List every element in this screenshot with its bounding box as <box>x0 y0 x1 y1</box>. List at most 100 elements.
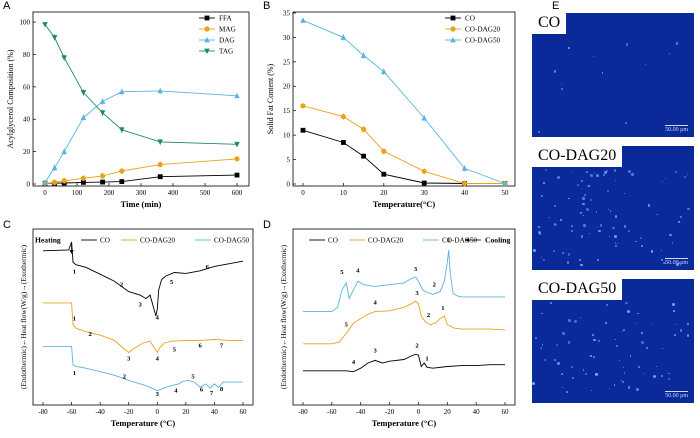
crystal-dot <box>614 215 618 218</box>
crystal-dot <box>568 197 570 200</box>
x-tick-label: -60 <box>327 408 337 416</box>
crystal-dot <box>677 261 680 264</box>
micrograph-co: CO 50.00 μm <box>532 13 694 137</box>
crystal-dot <box>582 197 585 200</box>
data-point-co-dag50 <box>502 180 508 186</box>
y-tick-label: 100 <box>20 18 31 26</box>
peak-label: 1 <box>73 370 76 377</box>
crystal-dot <box>662 348 664 350</box>
y-tick-label: 60 <box>23 83 31 91</box>
crystal-dot <box>687 207 690 210</box>
crystal-dot <box>588 185 590 187</box>
peak-label: 6 <box>200 387 204 394</box>
panel-c-chart: -80 -60 -40 -20 0 20 40 60 Temperature (°C) (Endo… <box>19 228 254 428</box>
legend-label-dag: DAG <box>219 37 235 45</box>
x-tick-label: 60 <box>502 408 510 416</box>
crystal-dot <box>562 332 565 336</box>
crystal-dot <box>678 220 681 224</box>
crystal-dot <box>623 193 625 195</box>
crystal-dot <box>660 249 662 251</box>
peak-label: 3 <box>415 290 419 297</box>
peak-label: 4 <box>156 314 160 321</box>
crystal-dot <box>679 329 683 332</box>
data-point-mag <box>61 178 67 184</box>
panel-a-chart: 0 100 200 300 400 500 600 0 20 40 60 80 100 Time (min… <box>6 11 250 209</box>
crystal-dot <box>616 242 619 245</box>
crystal-dot <box>582 369 585 371</box>
crystal-dot <box>624 301 628 305</box>
crystal-dot <box>583 224 586 227</box>
crystal-dot <box>675 324 677 326</box>
crystal-dot <box>571 225 574 228</box>
series-line-co <box>303 353 505 373</box>
crystal-dot <box>543 259 546 262</box>
legend-marker-tag <box>204 48 210 54</box>
crystal-dot <box>592 355 595 358</box>
crystal-dot <box>630 355 632 357</box>
crystal-dot <box>655 365 658 368</box>
x-axis-label: Time (min) <box>121 199 162 209</box>
scale-bar-label: 50.00 μm <box>665 393 688 399</box>
x-tick-label: 10 <box>340 189 348 197</box>
crystal-dot <box>603 171 607 174</box>
crystal-dot <box>687 323 690 326</box>
crystal-dot <box>609 235 611 238</box>
crystal-dot <box>566 391 569 394</box>
crystal-dot <box>599 224 603 227</box>
crystal-dot <box>605 304 608 307</box>
peak-label: 2 <box>88 331 92 338</box>
data-point-co-dag50 <box>381 68 387 75</box>
peak-label: 2 <box>120 281 124 288</box>
crystal-dot <box>541 344 544 346</box>
data-point-co-dag50 <box>421 115 427 121</box>
y-axis-label: (Endothermic)←Heat flow(W/g)→(Exothermic… <box>19 244 28 389</box>
crystal-dot <box>550 302 553 305</box>
legend-marker-mag <box>204 26 210 32</box>
crystal-dot <box>570 229 573 232</box>
data-point-dag <box>51 164 58 171</box>
crystal-dot <box>596 174 599 177</box>
peak-label: 2 <box>427 312 431 319</box>
crystal-dot <box>665 178 667 180</box>
crystal-dot <box>636 388 640 392</box>
peak-label: 4 <box>174 388 178 395</box>
crystal-dot <box>597 339 601 343</box>
crystal-dot <box>580 212 583 215</box>
y-tick-label: 20 <box>23 148 31 156</box>
x-tick-label: 100 <box>72 189 83 197</box>
crystal-dot <box>580 234 584 238</box>
crystal-dot <box>598 229 601 233</box>
crystal-dot <box>673 310 675 312</box>
peak-label: 2 <box>415 342 419 349</box>
y-tick-label: 25 <box>283 58 291 66</box>
data-point-mag <box>100 173 106 179</box>
crystal-dot <box>553 250 556 253</box>
data-point-mag <box>234 156 240 162</box>
y-tick-label: 10 <box>283 132 291 140</box>
data-point-dag <box>99 98 106 104</box>
legend-label-co: CO <box>100 237 110 245</box>
crystal-dot <box>597 259 599 261</box>
legend-marker-co-dag50 <box>450 37 456 43</box>
crystal-dot <box>614 242 616 244</box>
legend-label-co: CO <box>465 15 475 23</box>
crystal-dot <box>614 339 616 341</box>
crystal-dot <box>561 387 563 389</box>
micrograph-label: CO-DAG50 <box>532 279 623 300</box>
crystal-dot <box>601 72 604 75</box>
data-point-tag <box>61 55 67 61</box>
data-point-co-dag20 <box>340 113 346 120</box>
crystal-dot <box>595 373 598 377</box>
crystal-dot <box>640 341 644 344</box>
data-point-dag <box>119 88 125 95</box>
crystal-dot <box>560 82 563 85</box>
y-tick-label: 35 <box>283 9 291 17</box>
crystal-dot <box>538 130 541 133</box>
crystal-dot <box>567 253 571 256</box>
crystal-dot <box>588 232 591 235</box>
crystal-dot <box>556 362 560 365</box>
crystal-dot <box>596 226 598 228</box>
data-point-co-dag20 <box>381 148 387 154</box>
cooling-arrow-head <box>465 238 469 242</box>
crystal-dot <box>643 373 646 375</box>
